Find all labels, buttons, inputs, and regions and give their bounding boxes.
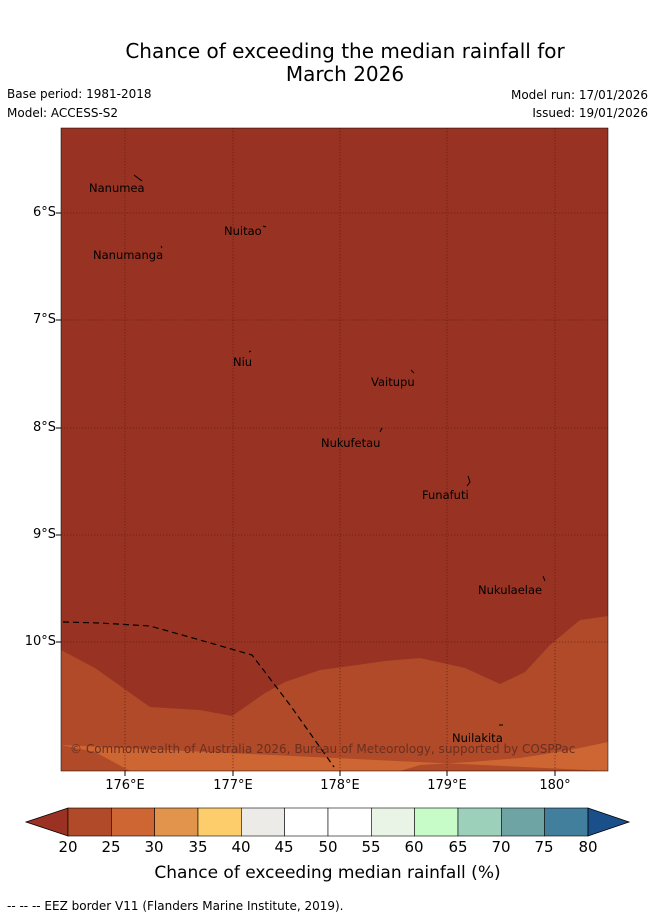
colorbar-segment-45-50 [284,807,329,837]
colorbar-segment-65-70 [457,807,502,837]
map-band-25-30 [61,616,608,771]
lat-label-8s: 8°S [32,420,56,435]
colorbar-segment-75-80 [544,807,589,837]
colorbar-label: Chance of exceeding median rainfall (%) [154,863,501,883]
colorbar-tick-45: 45 [274,838,294,856]
island-shape-niu [248,350,252,353]
colorbar-segment-55-60 [371,807,415,837]
colorbar-segment-40-45 [241,807,285,837]
colorbar-tick-50: 50 [318,838,338,856]
title-line-2: March 2026 [285,62,405,86]
island-label-niu: Niu [233,355,253,369]
colorbar-extend-low [24,807,69,837]
lat-label-10s: 10°S [24,634,56,649]
island-shape-vaitupu [410,369,415,374]
island-shape-nanumanga [160,245,163,249]
island-shape-nukufetau [379,427,383,433]
eez-border [62,621,335,768]
map-frame [60,127,609,772]
island-label-nukufetau: Nukufetau [321,436,381,450]
island-label-vaitupu: Vaitupu [371,375,415,389]
colorbar-segment-30-35 [154,807,199,837]
base-period: Base period: 1981-2018 [7,87,152,101]
lat-label-9s: 9°S [32,527,56,542]
map-band-30-35 [61,742,608,771]
colorbar-tick-80: 80 [578,838,598,856]
model-run: Model run: 17/01/2026 [510,88,648,102]
title-line-1: Chance of exceeding the median rainfall … [125,39,565,63]
colorbar-tick-30: 30 [144,838,164,856]
map-ticks [56,212,556,776]
graticule [61,128,608,771]
colorbar-tick-25: 25 [101,838,121,856]
colorbar-tick-70: 70 [491,838,511,856]
island-shape-nukulaelae [542,575,546,582]
colorbar-extend-high [587,807,631,837]
copyright-notice: © Commonwealth of Australia 2026, Bureau… [70,742,576,756]
island-label-nanumanga: Nanumanga [93,248,164,262]
colorbar-tick-20: 20 [58,838,78,856]
lon-label-178e: 178°E [320,778,360,793]
lon-label-176e: 176°E [105,778,145,793]
lon-label-177e: 177°E [213,778,253,793]
rainfall-map [56,127,609,776]
colorbar-segment-60-65 [414,807,459,837]
island-label-nuitao: Nuitao [224,224,262,238]
lat-label-6s: 6°S [32,205,56,220]
colorbar-tick-60: 60 [404,838,424,856]
colorbar-tick-40: 40 [231,838,251,856]
colorbar-segment-70-75 [501,807,545,837]
colorbar-segment-20-25 [67,807,112,837]
colorbar-segment-35-40 [197,807,242,837]
lon-label-179e: 179°E [427,778,467,793]
colorbar-tick-35: 35 [188,838,208,856]
issued-date: Issued: 19/01/2026 [532,106,648,120]
lon-label-180: 180° [539,778,571,793]
colorbar-segment-50-55 [327,807,372,837]
island-shapes [133,174,546,726]
map-background-band [61,128,608,771]
colorbar-segment-25-30 [111,807,155,837]
island-label-funafuti: Funafuti [422,488,469,502]
island-shape-funafuti [466,475,471,487]
colorbar-tick-75: 75 [534,838,554,856]
colorbar [24,807,631,837]
colorbar-tick-55: 55 [361,838,381,856]
eez-legend-note: -- -- -- EEZ border V11 (Flanders Marine… [7,899,344,913]
island-label-nanumea: Nanumea [89,181,145,195]
colorbar-tick-65: 65 [448,838,468,856]
lat-label-7s: 7°S [32,312,56,327]
island-label-nukulaelae: Nukulaelae [478,583,543,597]
chart-title: Chance of exceeding the median rainfall … [0,40,655,86]
island-label-nuilakita: Nuilakita [452,731,503,745]
model-name: Model: ACCESS-S2 [7,106,119,120]
island-shape-nuitao [262,225,267,228]
island-shape-nanumea [133,174,143,182]
